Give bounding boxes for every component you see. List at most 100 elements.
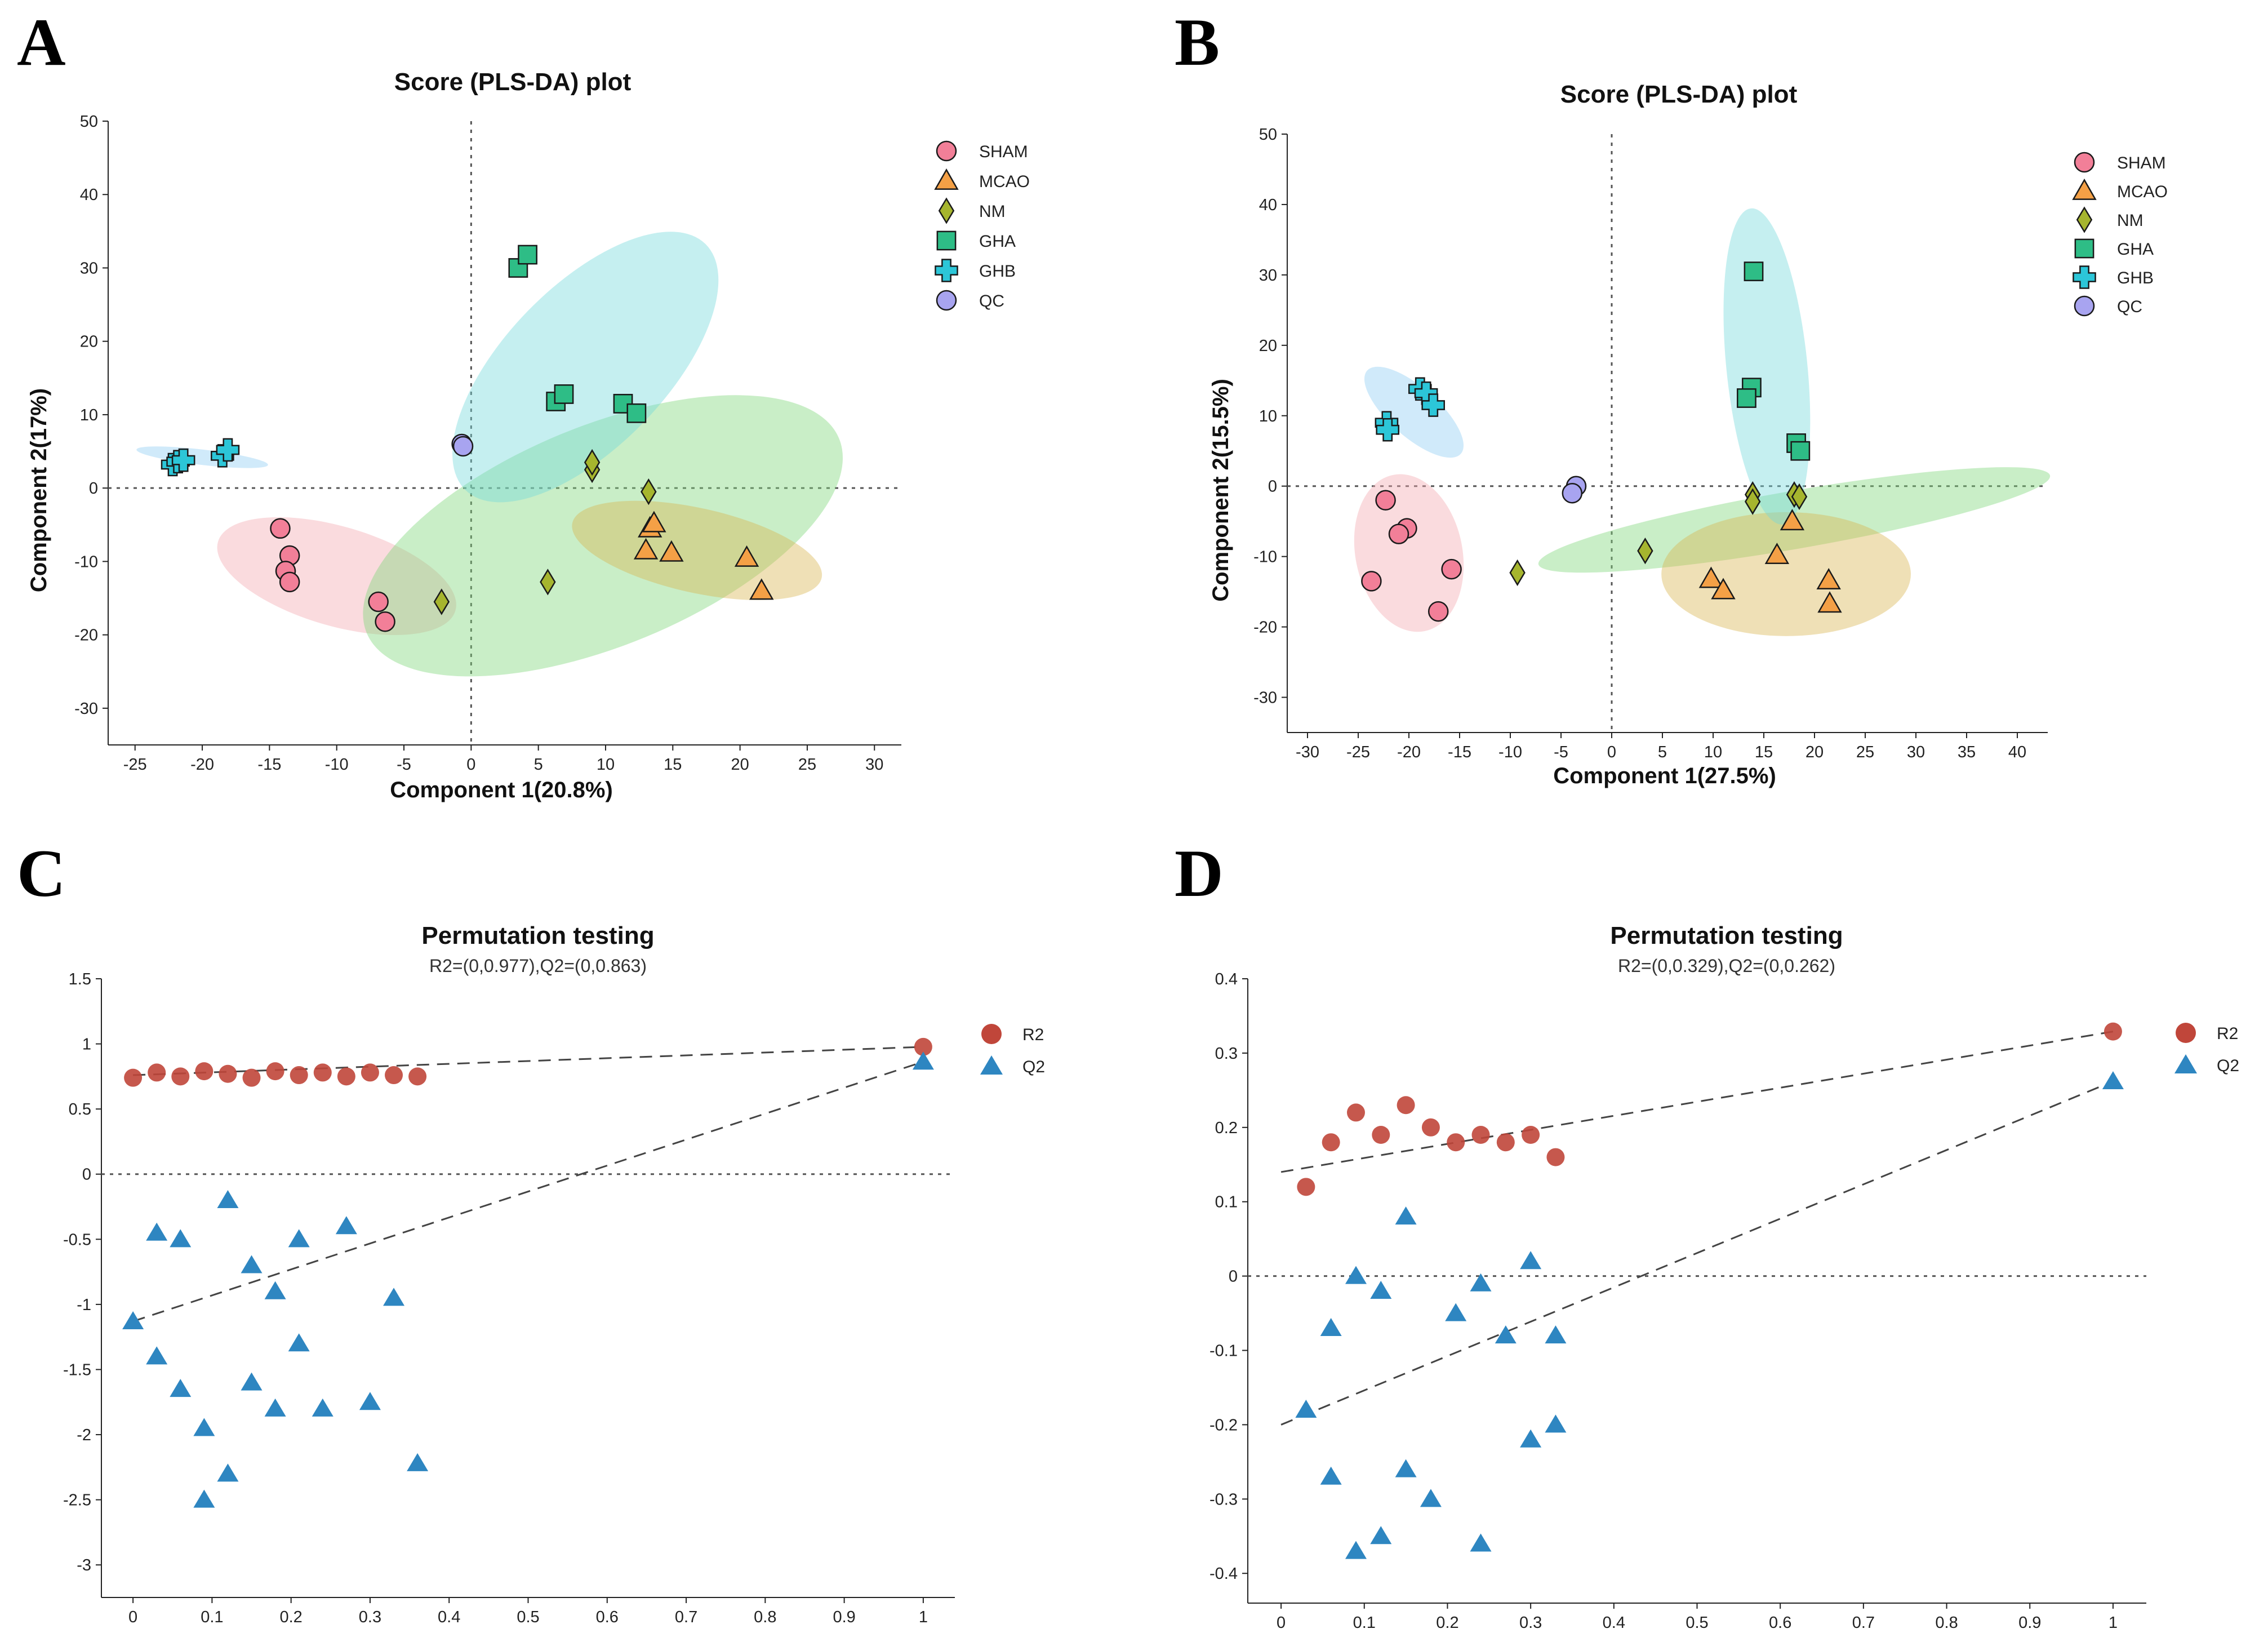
chart-c-point-r2 <box>266 1062 284 1081</box>
chart-c-point-q2 <box>264 1281 286 1299</box>
chart-b-legend-marker-gha <box>2074 238 2094 259</box>
chart-a-legend-marker-mcao <box>934 168 959 190</box>
chart-a-point-sham <box>270 518 291 539</box>
chart-a-x-tick-label: -25 <box>123 756 147 774</box>
chart-c-point-q2 <box>193 1418 215 1436</box>
chart-c-point-r2 <box>124 1068 143 1087</box>
chart-a-x-tick-label: 30 <box>865 756 883 774</box>
chart-b-x-tick-label: 20 <box>1805 743 1824 761</box>
chart-c-x-tick-label: 0 <box>128 1608 137 1626</box>
chart-c-point-q2 <box>288 1333 310 1352</box>
chart-c-x-tick-label: 0.7 <box>675 1608 697 1626</box>
chart-a-x-tick-label: -20 <box>190 756 214 774</box>
chart-b-x-tick-label: 25 <box>1856 743 1874 761</box>
chart-b-x-tick-label: -5 <box>1554 743 1568 761</box>
chart-a-legend-label-ghb: GHB <box>979 262 1016 281</box>
chart-d-point-r2 <box>1471 1126 1490 1144</box>
chart-a-point-mcao <box>734 545 759 567</box>
chart-b-legend-marker-ghb <box>2073 265 2096 289</box>
chart-b-legend-label-mcao: MCAO <box>2117 183 2168 201</box>
chart-a-x-tick-label: 0 <box>466 756 475 774</box>
chart-a-point-sham <box>375 611 395 632</box>
chart-d-y-tick-label: -0.2 <box>1209 1416 1238 1434</box>
chart-a-ellipse-sham <box>217 517 456 636</box>
chart-d-subtitle: R2=(0,0.329),Q2=(0,0.262) <box>1618 956 1835 976</box>
chart-c-point-r2 <box>242 1068 261 1087</box>
chart-b-y-tick-label: -30 <box>1253 689 1277 707</box>
chart-a-x-tick-label: 10 <box>597 756 615 774</box>
chart-d-point-q2 <box>2102 1071 2124 1090</box>
chart-c-x-tick-label: 0.8 <box>754 1608 776 1626</box>
chart-d-x-tick-label: 0.8 <box>1935 1614 1958 1632</box>
chart-c-y-tick-label: -2.5 <box>63 1492 91 1510</box>
chart-c-y-tick-label: 1 <box>82 1036 91 1054</box>
chart-d-legend-marker-q2 <box>2174 1054 2197 1073</box>
chart-c-x-tick-label: 1 <box>919 1608 928 1626</box>
chart-b-y-tick-label: 50 <box>1259 126 1277 144</box>
chart-b-legend-label-sham: SHAM <box>2117 154 2166 172</box>
chart-b-x-tick-label: -20 <box>1397 743 1421 761</box>
panel-letter-c: C <box>17 836 66 911</box>
chart-b-legend-label-nm: NM <box>2117 211 2144 230</box>
chart-a-point-mcao <box>749 578 774 600</box>
chart-b-x-tick-label: -30 <box>1296 743 1319 761</box>
chart-b-point-gha <box>1790 441 1811 461</box>
chart-c-legend-marker-q2 <box>980 1055 1003 1075</box>
panel-letter-d: D <box>1175 836 1224 911</box>
chart-d-point-q2 <box>1545 1414 1567 1433</box>
chart-c-point-q2 <box>193 1489 215 1508</box>
chart-c-point-r2 <box>313 1063 332 1082</box>
chart-c-y-tick-label: 0 <box>82 1166 91 1184</box>
chart-b-point-mcao <box>1817 591 1842 613</box>
chart-c-legend-marker-r2 <box>981 1024 1002 1044</box>
chart-d-title: Permutation testing <box>1610 922 1843 949</box>
chart-a-y-tick-label: 30 <box>80 259 98 277</box>
chart-d-x-tick-label: 0.7 <box>1852 1614 1875 1632</box>
chart-d-x-tick-label: 0.5 <box>1686 1614 1708 1632</box>
chart-a-y-tick-label: -20 <box>74 627 98 645</box>
chart-d-x-tick-label: 0.6 <box>1769 1614 1791 1632</box>
chart-b-point-ghb <box>1376 418 1399 442</box>
chart-a-ellipse-gha <box>452 232 719 503</box>
chart-a: -25 -20 -15 -10 -5 0 5 10 15 20 25 30 -30 -20 -10 0 10 20… <box>74 113 1030 774</box>
chart-d-point-q2 <box>1445 1303 1467 1321</box>
chart-a-legend-marker-qc <box>936 290 957 311</box>
chart-d-x-tick-label: 0.3 <box>1519 1614 1542 1632</box>
chart-a-x-tick-label: 20 <box>731 756 749 774</box>
chart-b-point-sham <box>1427 601 1449 622</box>
chart-a-legend-marker-gha <box>936 230 957 251</box>
chart-b-ellipse-gha <box>1723 208 1811 525</box>
chart-b-x-tick-label: 35 <box>1958 743 1976 761</box>
chart-d-x-tick-label: 0.9 <box>2018 1614 2041 1632</box>
chart-a-legend-label-sham: SHAM <box>979 143 1028 161</box>
chart-b-legend-marker-nm <box>2076 206 2093 233</box>
chart-b-legend-label-gha: GHA <box>2117 240 2154 259</box>
chart-c-x-tick-label: 0.5 <box>517 1608 539 1626</box>
chart-a-legend-label-qc: QC <box>979 292 1004 310</box>
chart-d-x-tick-label: 0.4 <box>1603 1614 1625 1632</box>
chart-b-legend-marker-qc <box>2074 295 2095 317</box>
chart-b-point-sham <box>1441 558 1462 580</box>
chart-a-point-mcao <box>642 511 666 532</box>
chart-a-y-tick-label: 40 <box>80 186 98 204</box>
chart-b-y-tick-label: -20 <box>1253 619 1277 637</box>
chart-b-point-nm <box>1744 488 1761 515</box>
chart-b-point-gha <box>1744 261 1764 282</box>
chart-c-legend-label-r2: R2 <box>1022 1026 1044 1044</box>
chart-c-y-tick-label: 0.5 <box>69 1100 91 1119</box>
chart-c-y-tick-label: -2 <box>77 1426 91 1444</box>
chart-d-point-r2 <box>1496 1133 1515 1152</box>
chart-d-point-q2 <box>1370 1281 1392 1299</box>
chart-a-legend-label-gha: GHA <box>979 232 1016 251</box>
chart-d-point-q2 <box>1345 1541 1367 1559</box>
chart-d-x-tick-label: 0.2 <box>1436 1614 1458 1632</box>
chart-d: 0 0.1 0.2 0.3 0.4 0.5 0.6 0.7 0.8 0.9 1 -0.4 -0.3 -0.… <box>1209 970 2239 1632</box>
chart-d-y-tick-label: -0.4 <box>1209 1565 1238 1583</box>
chart-d-point-r2 <box>1297 1178 1315 1196</box>
chart-b-x-tick-label: 5 <box>1658 743 1667 761</box>
chart-a-legend-label-mcao: MCAO <box>979 172 1030 191</box>
chart-b-y-tick-label: 40 <box>1259 196 1277 214</box>
chart-c-legend-label-q2: Q2 <box>1022 1058 1045 1076</box>
chart-b-point-nm <box>1509 559 1526 587</box>
